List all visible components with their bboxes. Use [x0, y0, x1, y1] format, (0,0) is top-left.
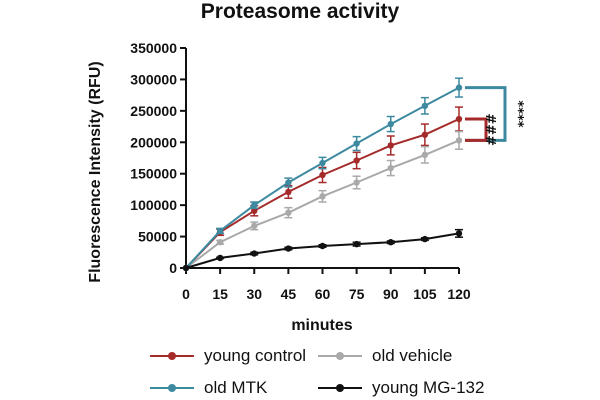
- data-point: [421, 235, 429, 243]
- x-tick-label: 0: [182, 286, 190, 302]
- data-point: [285, 245, 292, 252]
- axes: 0 50000 100000 150000 200000 250000 300000 3500…: [130, 40, 471, 302]
- data-point: [353, 240, 360, 248]
- series-old-mtk: [182, 77, 463, 272]
- data-point: [455, 84, 463, 91]
- significance-label: ###: [482, 113, 497, 146]
- data-point: [285, 188, 292, 196]
- x-tick-label: 30: [246, 286, 262, 302]
- x-tick-label: 15: [212, 286, 228, 302]
- data-point: [216, 239, 224, 246]
- data-point: [353, 157, 360, 164]
- bracket-line: [465, 117, 488, 142]
- y-tick-label: 250000: [130, 103, 177, 119]
- y-tick-label: 100000: [130, 197, 177, 213]
- y-tick-label: 50000: [138, 229, 177, 245]
- x-tick-label: 75: [349, 286, 365, 302]
- data-point: [387, 142, 394, 149]
- y-tick-label: 350000: [130, 40, 177, 56]
- x-tick-label: 60: [315, 286, 331, 302]
- x-tick-label: 90: [383, 286, 399, 302]
- x-tick-label: 45: [281, 286, 297, 302]
- y-tick-label: 0: [169, 260, 177, 276]
- data-point: [319, 159, 326, 167]
- significance-annotations: **** ###: [465, 86, 525, 146]
- data-point: [455, 230, 463, 237]
- significance-bracket-young-control: ###: [465, 113, 497, 146]
- data-point: [353, 140, 360, 147]
- data-point: [285, 209, 292, 216]
- data-point: [251, 222, 258, 230]
- chart-title: Proteasome activity: [200, 0, 400, 23]
- data-point: [387, 120, 394, 128]
- data-point: [251, 250, 258, 257]
- y-tick-label: 200000: [130, 134, 177, 150]
- x-tick-label: 105: [413, 286, 437, 302]
- x-tick-label: 120: [447, 286, 471, 302]
- y-tick-label: 300000: [130, 71, 177, 87]
- data-point: [421, 131, 429, 138]
- data-point: [353, 179, 360, 186]
- data-point: [421, 102, 429, 110]
- data-point: [319, 171, 326, 179]
- data-point: [421, 151, 429, 159]
- series-layer: [182, 77, 463, 272]
- x-axis-title: minutes: [291, 317, 352, 334]
- series-young-mg-132: [182, 228, 463, 272]
- data-point: [319, 242, 326, 250]
- data-point: [455, 137, 463, 144]
- data-point: [216, 227, 224, 235]
- data-point: [182, 264, 190, 272]
- data-point: [387, 239, 394, 246]
- y-axis-title: Fluorescence Intensity (RFU): [87, 61, 104, 282]
- data-point: [387, 164, 394, 172]
- data-point: [216, 254, 224, 262]
- data-point: [319, 193, 326, 200]
- data-point: [455, 115, 463, 123]
- data-point: [251, 207, 258, 214]
- y-tick-label: 150000: [130, 166, 177, 182]
- data-point: [285, 179, 292, 186]
- series-old-vehicle: [182, 130, 463, 272]
- significance-label: ****: [510, 100, 525, 127]
- data-point: [251, 201, 258, 209]
